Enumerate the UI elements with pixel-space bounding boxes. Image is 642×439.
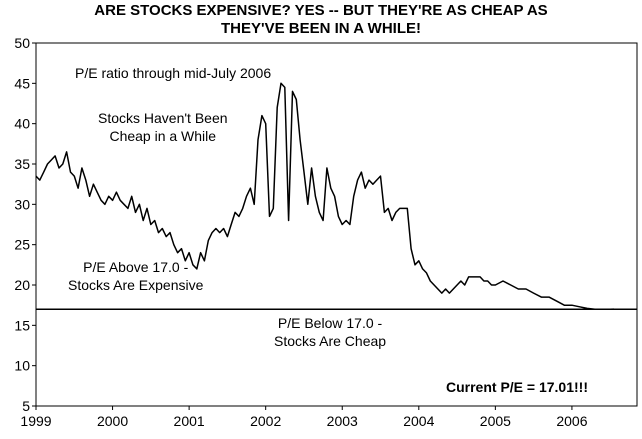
- pe-ratio-series-line: [35, 82, 615, 310]
- not-cheap-annotation: Stocks Haven't Been Cheap in a While: [98, 109, 228, 145]
- chart-title-line2: THEY'VE BEEN IN A WHILE!: [221, 20, 421, 37]
- chart-title-line1: ARE STOCKS EXPENSIVE? YES -- BUT THEY'RE…: [94, 2, 548, 19]
- x-tick-label: 1999: [20, 413, 51, 429]
- x-tick-label: 2001: [174, 413, 205, 429]
- y-tick-label: 30: [14, 196, 30, 212]
- y-tick-label: 15: [14, 317, 30, 333]
- y-tick-label: 50: [14, 35, 30, 51]
- y-tick-label: 35: [14, 156, 30, 172]
- not-cheap-line2: Cheap in a While: [109, 128, 217, 144]
- x-tick-label: 2000: [97, 413, 128, 429]
- cheap-annotation: P/E Below 17.0 - Stocks Are Cheap: [274, 314, 386, 350]
- y-tick-label: 25: [14, 237, 30, 253]
- expensive-annotation: P/E Above 17.0 - Stocks Are Expensive: [68, 258, 203, 294]
- y-tick-label: 45: [14, 75, 30, 91]
- below-line2: Stocks Are Cheap: [274, 333, 387, 349]
- y-tick-label: 10: [14, 358, 30, 374]
- x-tick-label: 2003: [327, 413, 358, 429]
- not-cheap-line1: Stocks Haven't Been: [98, 110, 228, 126]
- series-label: P/E ratio through mid-July 2006: [75, 65, 272, 81]
- x-tick-label: 2004: [403, 413, 434, 429]
- above-line2: Stocks Are Expensive: [68, 277, 204, 293]
- above-line1: P/E Above 17.0 -: [83, 259, 189, 275]
- y-tick-label: 20: [14, 277, 30, 293]
- y-tick-label: 5: [22, 398, 30, 414]
- x-tick-label: 2005: [480, 413, 511, 429]
- x-tick-label: 2006: [556, 413, 587, 429]
- x-tick-label: 2002: [250, 413, 281, 429]
- below-line1: P/E Below 17.0 -: [277, 315, 383, 331]
- plot-area-frame: [35, 42, 638, 407]
- y-tick-label: 40: [14, 116, 30, 132]
- current-pe-label: Current P/E = 17.01!!!: [446, 379, 588, 395]
